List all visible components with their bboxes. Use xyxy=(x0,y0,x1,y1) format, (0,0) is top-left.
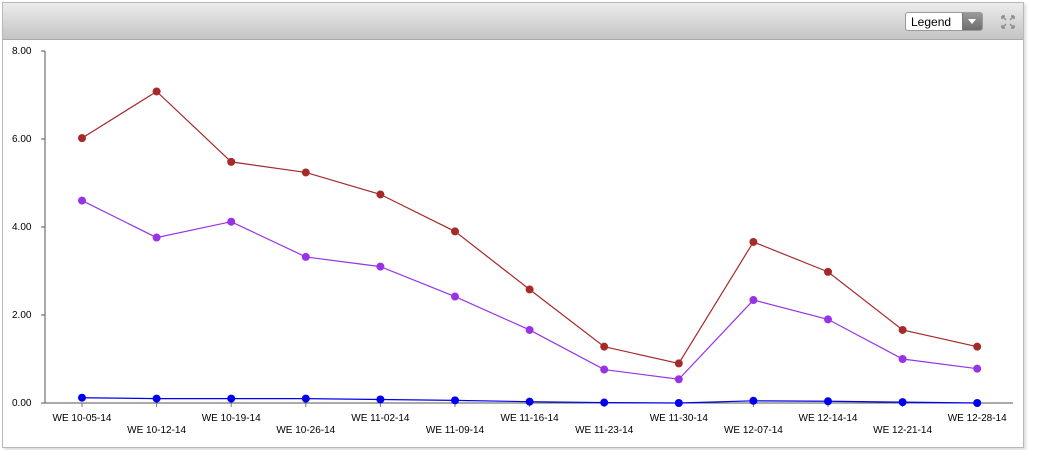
chevron-down-icon[interactable] xyxy=(962,13,982,30)
data-point-series-1 xyxy=(227,157,236,166)
x-tick-label: WE 12-14-14 xyxy=(799,413,858,424)
data-point-series-1 xyxy=(301,168,310,177)
chart-toolbar: Legend xyxy=(3,3,1023,40)
data-point-series-2 xyxy=(227,217,236,226)
data-point-series-2 xyxy=(600,365,609,374)
data-point-series-2 xyxy=(301,252,310,261)
data-point-series-3 xyxy=(78,393,86,402)
data-point-series-3 xyxy=(749,396,758,405)
x-tick-label: WE 11-30-14 xyxy=(650,413,709,424)
x-tick-label: WE 11-23-14 xyxy=(575,425,634,436)
chart-panel: Legend xyxy=(2,2,1024,448)
data-point-series-2 xyxy=(451,292,459,301)
data-point-series-2 xyxy=(824,315,832,324)
data-point-series-1 xyxy=(600,342,609,351)
y-tick-label: 0.00 xyxy=(12,398,32,409)
data-point-series-1 xyxy=(78,134,86,143)
data-point-series-3 xyxy=(227,394,236,403)
data-point-series-1 xyxy=(525,285,534,294)
y-tick-label: 8.00 xyxy=(12,46,32,57)
x-tick-label: WE 11-02-14 xyxy=(351,413,410,424)
legend-dropdown-label: Legend xyxy=(911,15,952,29)
data-point-series-1 xyxy=(898,325,907,334)
data-point-series-3 xyxy=(600,398,609,407)
data-point-series-3 xyxy=(451,396,459,405)
x-tick-label: WE 12-28-14 xyxy=(948,413,1007,424)
data-point-series-2 xyxy=(525,325,534,334)
data-point-series-1 xyxy=(152,87,161,96)
data-point-series-1 xyxy=(451,227,459,236)
data-point-series-1 xyxy=(674,359,683,368)
data-point-series-3 xyxy=(376,395,385,404)
data-point-series-3 xyxy=(301,394,310,403)
data-point-series-2 xyxy=(674,375,683,384)
data-point-series-2 xyxy=(749,296,758,305)
x-tick-label: WE 11-16-14 xyxy=(501,413,560,424)
data-point-series-1 xyxy=(749,237,758,246)
x-tick-label: WE 10-05-14 xyxy=(53,413,112,424)
data-point-series-1 xyxy=(973,342,982,351)
data-point-series-3 xyxy=(898,398,907,407)
data-point-series-2 xyxy=(376,262,385,271)
data-point-series-2 xyxy=(898,355,907,363)
data-point-series-1 xyxy=(824,267,832,276)
data-point-series-3 xyxy=(152,394,161,403)
series-line-1 xyxy=(81,90,978,365)
x-tick-label: WE 12-07-14 xyxy=(724,425,783,436)
x-tick-label: WE 10-19-14 xyxy=(202,413,261,424)
data-point-series-2 xyxy=(78,196,86,205)
legend-dropdown[interactable]: Legend xyxy=(905,12,983,31)
x-tick-label: WE 12-21-14 xyxy=(873,425,932,436)
data-point-series-3 xyxy=(824,397,832,406)
data-point-series-3 xyxy=(973,399,982,407)
y-tick-label: 6.00 xyxy=(12,134,32,145)
data-point-series-2 xyxy=(152,233,161,242)
data-point-series-1 xyxy=(376,190,385,199)
expand-arrows-icon[interactable] xyxy=(1000,14,1016,30)
data-point-series-2 xyxy=(973,364,982,373)
x-tick-label: WE 10-26-14 xyxy=(276,425,335,436)
data-point-series-3 xyxy=(525,397,534,406)
x-tick-label: WE 11-09-14 xyxy=(426,425,485,436)
y-tick-label: 4.00 xyxy=(12,222,32,233)
x-tick-label: WE 10-12-14 xyxy=(127,425,186,436)
y-tick-label: 2.00 xyxy=(12,310,32,321)
data-point-series-3 xyxy=(674,399,683,407)
